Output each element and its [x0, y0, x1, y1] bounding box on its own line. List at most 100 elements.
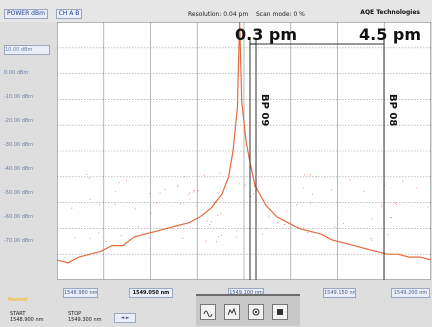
noise-point	[262, 234, 263, 235]
noise-point	[119, 182, 120, 183]
noise-point	[190, 198, 191, 199]
noise-point	[193, 191, 194, 192]
noise-point	[364, 191, 365, 192]
bp-09-label: BP 09	[259, 94, 270, 126]
wave-tool-icon[interactable]	[200, 304, 216, 320]
noise-point	[331, 189, 332, 190]
y-axis-label: -20.00 dBm	[4, 117, 52, 125]
noise-point	[236, 230, 237, 231]
noise-point	[286, 210, 287, 211]
resolution-readout: Resolution: 0.04 pm	[188, 11, 248, 18]
noise-point	[222, 198, 223, 199]
noise-point	[206, 221, 207, 222]
top-toolbar: POWER dBm CH A B Resolution: 0.04 pm Sca…	[0, 0, 432, 22]
noise-point	[325, 176, 326, 177]
noise-point	[296, 204, 297, 205]
power-unit-button[interactable]: POWER dBm	[4, 9, 48, 19]
noise-point	[428, 206, 429, 207]
y-axis-label: -60.00 dBm	[4, 213, 52, 221]
noise-point	[90, 199, 91, 200]
nav-button[interactable]: ◄ ►	[114, 313, 136, 323]
noise-point	[372, 218, 373, 219]
brand-logo-text: AQE Technologies	[360, 9, 420, 16]
spectrum-plot[interactable]: 0.3 pm BP 09 4.5 pm BP 08	[57, 22, 431, 280]
noise-point	[196, 206, 197, 207]
noise-point	[115, 204, 116, 205]
noise-point	[194, 190, 195, 191]
noise-point	[177, 186, 178, 187]
noise-point	[381, 206, 382, 207]
noise-point	[211, 221, 212, 222]
noise-point	[390, 217, 391, 218]
stop-tool-icon[interactable]	[272, 304, 288, 320]
noise-point	[387, 234, 388, 235]
noise-point	[307, 232, 308, 233]
noise-point	[99, 204, 100, 205]
noise-point	[325, 234, 326, 235]
x-axis-far-right-button[interactable]: 1549.200 nm	[391, 288, 430, 298]
bottom-left-label: Nearest	[8, 296, 27, 304]
y-axis-labels: 10.00 dBm 0.00 dBm -10.00 dBm -20.00 dBm…	[0, 22, 56, 282]
y-axis-label: 0.00 dBm	[4, 69, 52, 77]
bp-08-label: BP 08	[387, 94, 398, 126]
noise-point	[416, 188, 417, 189]
y-axis-label: -30.00 dBm	[4, 141, 52, 149]
y-axis-label: -10.00 dBm	[4, 93, 52, 101]
noise-point	[121, 235, 122, 236]
noise-point	[350, 179, 351, 180]
noise-point	[98, 232, 99, 233]
spectrum-tool-icon[interactable]	[224, 304, 240, 320]
settings-tool-icon[interactable]	[248, 304, 264, 320]
noise-point	[254, 186, 255, 187]
noise-point	[216, 241, 217, 242]
noise-point	[187, 194, 188, 195]
noise-point	[220, 173, 221, 174]
noise-point	[310, 174, 311, 175]
noise-point	[135, 208, 136, 209]
noise-point	[268, 216, 269, 217]
stop-value: 1549.300 nm	[68, 317, 102, 323]
x-axis-right-button[interactable]: 1549.150 nm	[323, 288, 356, 298]
noise-point	[71, 208, 72, 209]
noise-point	[303, 187, 304, 188]
noise-point	[335, 227, 336, 228]
noise-point	[310, 202, 311, 203]
noise-point	[177, 185, 178, 186]
noise-point	[391, 217, 392, 218]
noise-point	[156, 202, 157, 203]
y-axis-top-label[interactable]: 10.00 dBm	[4, 45, 50, 55]
x-axis-center-left-button[interactable]: 1549.050 nm	[129, 288, 173, 298]
noise-point	[197, 190, 198, 191]
bottom-toolbar	[196, 294, 300, 326]
noise-point	[371, 238, 372, 239]
noise-point	[75, 237, 76, 238]
noise-point	[266, 228, 267, 229]
noise-point	[218, 236, 219, 237]
noise-point	[253, 193, 254, 194]
start-panel: START 1548.900 nm	[10, 311, 44, 323]
noise-point	[180, 203, 181, 204]
noise-point	[105, 241, 106, 242]
channel-button[interactable]: CH A B	[56, 9, 82, 19]
noise-point	[372, 240, 373, 241]
noise-point	[182, 238, 183, 239]
noise-point	[217, 215, 218, 216]
noise-point	[220, 213, 221, 214]
x-axis-left-button[interactable]: 1548.980 nm	[63, 288, 98, 298]
noise-point	[138, 226, 139, 227]
noise-point	[316, 176, 317, 177]
noise-point	[165, 189, 166, 190]
noise-point	[239, 183, 240, 184]
noise-point	[381, 204, 382, 205]
y-axis-label: -50.00 dBm	[4, 189, 52, 197]
noise-point	[221, 234, 222, 235]
noise-point	[236, 237, 237, 238]
noise-point	[277, 222, 278, 223]
noise-point	[204, 175, 205, 176]
noise-point	[189, 192, 190, 193]
stop-panel: STOP 1549.300 nm	[68, 311, 102, 323]
noise-point	[115, 191, 116, 192]
noise-point	[284, 224, 285, 225]
noise-point	[150, 213, 151, 214]
noise-point	[184, 176, 185, 177]
